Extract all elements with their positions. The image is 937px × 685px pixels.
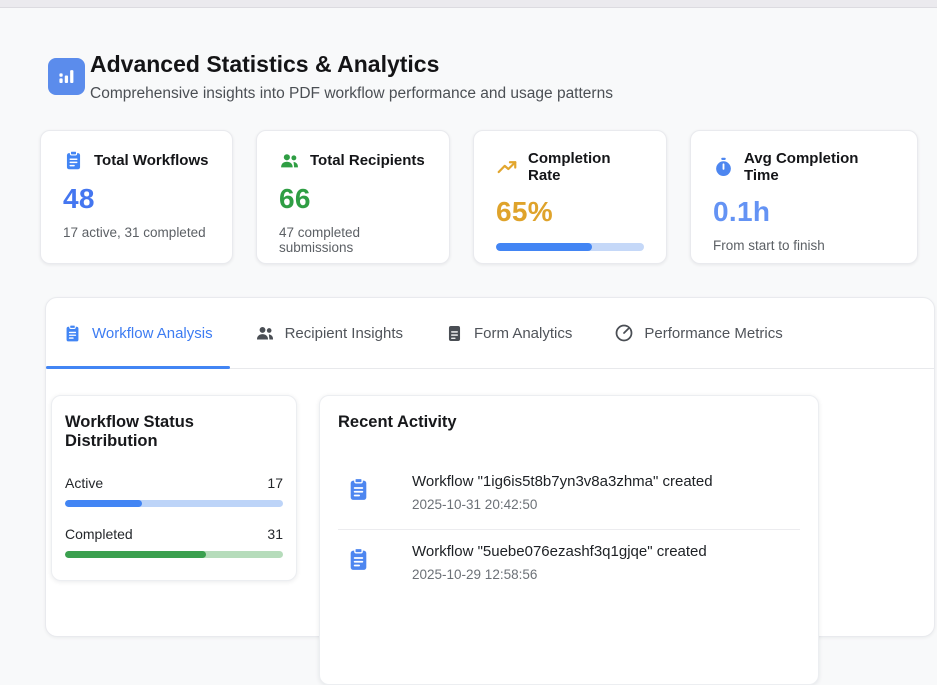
status-row-completed: Completed 31 [65, 526, 283, 558]
stat-cards-row: Total Workflows 48 17 active, 31 complet… [40, 130, 918, 264]
stat-value: 65% [496, 196, 553, 227]
stat-title: Avg Completion Time [744, 150, 859, 184]
stat-card-avg-completion-time: Avg Completion Time 0.1h From start to f… [690, 130, 918, 264]
status-label: Completed [65, 526, 133, 542]
tab-label: Workflow Analysis [92, 324, 213, 342]
clipboard-icon [63, 150, 84, 171]
clipboard-icon [63, 324, 82, 343]
activity-timestamp: 2025-10-29 12:58:56 [412, 567, 538, 582]
top-divider-strip [0, 0, 937, 8]
activity-list: Workflow "1ig6is5t8b7yn3v8a3zhma" create… [320, 460, 818, 599]
stat-card-total-workflows: Total Workflows 48 17 active, 31 complet… [40, 130, 233, 264]
activity-text: Workflow "5uebe076ezashf3q1gjqe" created [412, 543, 707, 560]
active-progress-fill [65, 500, 143, 507]
stat-value: 66 [279, 183, 311, 214]
activity-item: Workflow "5uebe076ezashf3q1gjqe" created… [320, 530, 818, 599]
stat-title: Total Recipients [310, 152, 425, 169]
tab-recipient-insights[interactable]: Recipient Insights [238, 298, 420, 368]
recent-activity-panel: Recent Activity Workflow "1ig6is5t8b [319, 395, 819, 685]
status-value: 17 [267, 475, 283, 491]
stat-subtext: 17 active, 31 completed [63, 225, 206, 240]
completion-rate-progress-fill [496, 243, 593, 251]
stat-subtext: From start to finish [713, 238, 825, 253]
tab-bar: Workflow Analysis Recipient Insights [46, 298, 934, 369]
status-row-active: Active 17 [65, 475, 283, 507]
users-icon [255, 323, 275, 343]
analytics-tabbed-card: Workflow Analysis Recipient Insights [45, 297, 935, 685]
stat-card-completion-rate: Completion Rate 65% [473, 130, 667, 264]
tab-label: Recipient Insights [284, 324, 403, 342]
panel-title: Workflow Status Distribution [65, 413, 194, 450]
stat-subtext: 47 completed submissions [279, 225, 361, 255]
status-value: 31 [267, 526, 283, 542]
stat-title: Completion Rate [528, 150, 611, 184]
tab-performance-metrics[interactable]: Performance Metrics [597, 298, 799, 368]
tab-label: Form Analytics [474, 324, 573, 342]
tab-label: Performance Metrics [644, 324, 783, 342]
completed-progressbar [65, 551, 283, 558]
active-progressbar [65, 500, 283, 507]
panel-title: Recent Activity [338, 413, 457, 431]
clipboard-icon [346, 477, 372, 502]
stopwatch-icon [713, 157, 734, 178]
stat-value: 48 [63, 183, 95, 214]
activity-timestamp: 2025-10-31 20:42:50 [412, 497, 538, 512]
document-icon [445, 324, 464, 343]
gauge-icon [614, 323, 634, 343]
activity-text: Workflow "1ig6is5t8b7yn3v8a3zhma" create… [412, 473, 713, 490]
clipboard-icon [346, 547, 372, 572]
workflow-status-distribution-panel: Workflow Status Distribution Active 17 C… [51, 395, 297, 581]
page-subtitle: Comprehensive insights into PDF workflow… [90, 85, 613, 102]
stat-card-total-recipients: Total Recipients 66 47 completed submiss… [256, 130, 450, 264]
activity-divider [338, 529, 800, 530]
stat-title: Total Workflows [94, 152, 209, 169]
tab-workflow-analysis[interactable]: Workflow Analysis [46, 298, 230, 369]
status-label: Active [65, 475, 104, 491]
bar-chart-icon [48, 58, 85, 95]
tab-form-analytics[interactable]: Form Analytics [428, 298, 589, 368]
trending-up-icon [496, 156, 518, 178]
users-icon [279, 150, 300, 171]
stat-value: 0.1h [713, 196, 771, 227]
completed-progress-fill [65, 551, 206, 558]
page-title: Advanced Statistics & Analytics [90, 51, 440, 77]
activity-item: Workflow "1ig6is5t8b7yn3v8a3zhma" create… [320, 460, 818, 529]
completion-rate-progressbar [496, 243, 644, 251]
